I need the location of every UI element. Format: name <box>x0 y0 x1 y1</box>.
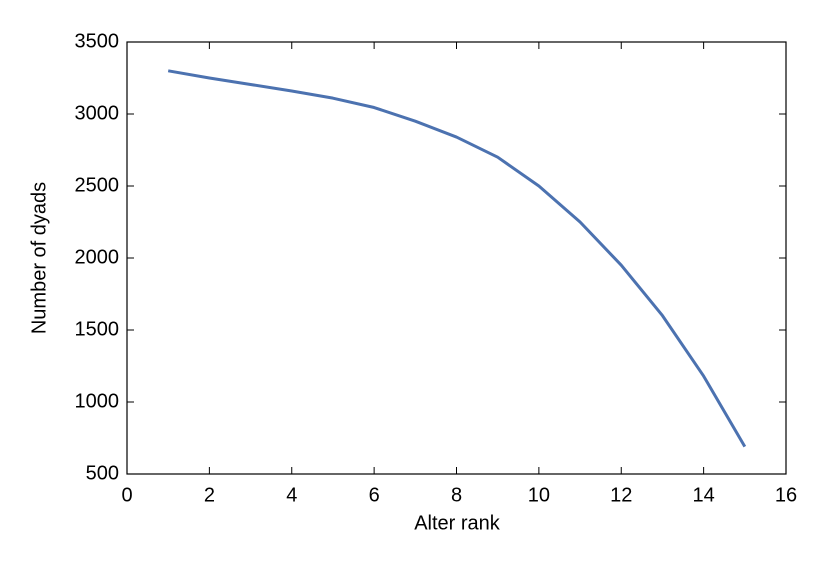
y-tick-label: 3500 <box>75 30 120 52</box>
y-tick-label: 1500 <box>75 318 120 340</box>
plot-frame <box>126 41 787 475</box>
x-tick-label: 0 <box>121 484 132 506</box>
x-axis-label: Alter rank <box>414 512 501 534</box>
y-tick-label: 1000 <box>75 390 120 412</box>
y-tick-label: 500 <box>86 462 119 484</box>
x-tick-label: 4 <box>286 484 297 506</box>
y-tick-label: 2500 <box>75 174 120 196</box>
x-tick-label: 6 <box>369 484 380 506</box>
x-tick-label: 2 <box>204 484 215 506</box>
y-axis-label: Number of dyads <box>28 182 50 334</box>
x-tick-label: 14 <box>693 484 715 506</box>
y-tick-label: 3000 <box>75 102 120 124</box>
x-tick-label: 10 <box>528 484 550 506</box>
y-tick-label: 2000 <box>75 246 120 268</box>
x-tick-label: 16 <box>775 484 797 506</box>
x-tick-label: 8 <box>451 484 462 506</box>
data-line <box>167 69 747 448</box>
x-tick-label: 12 <box>610 484 632 506</box>
